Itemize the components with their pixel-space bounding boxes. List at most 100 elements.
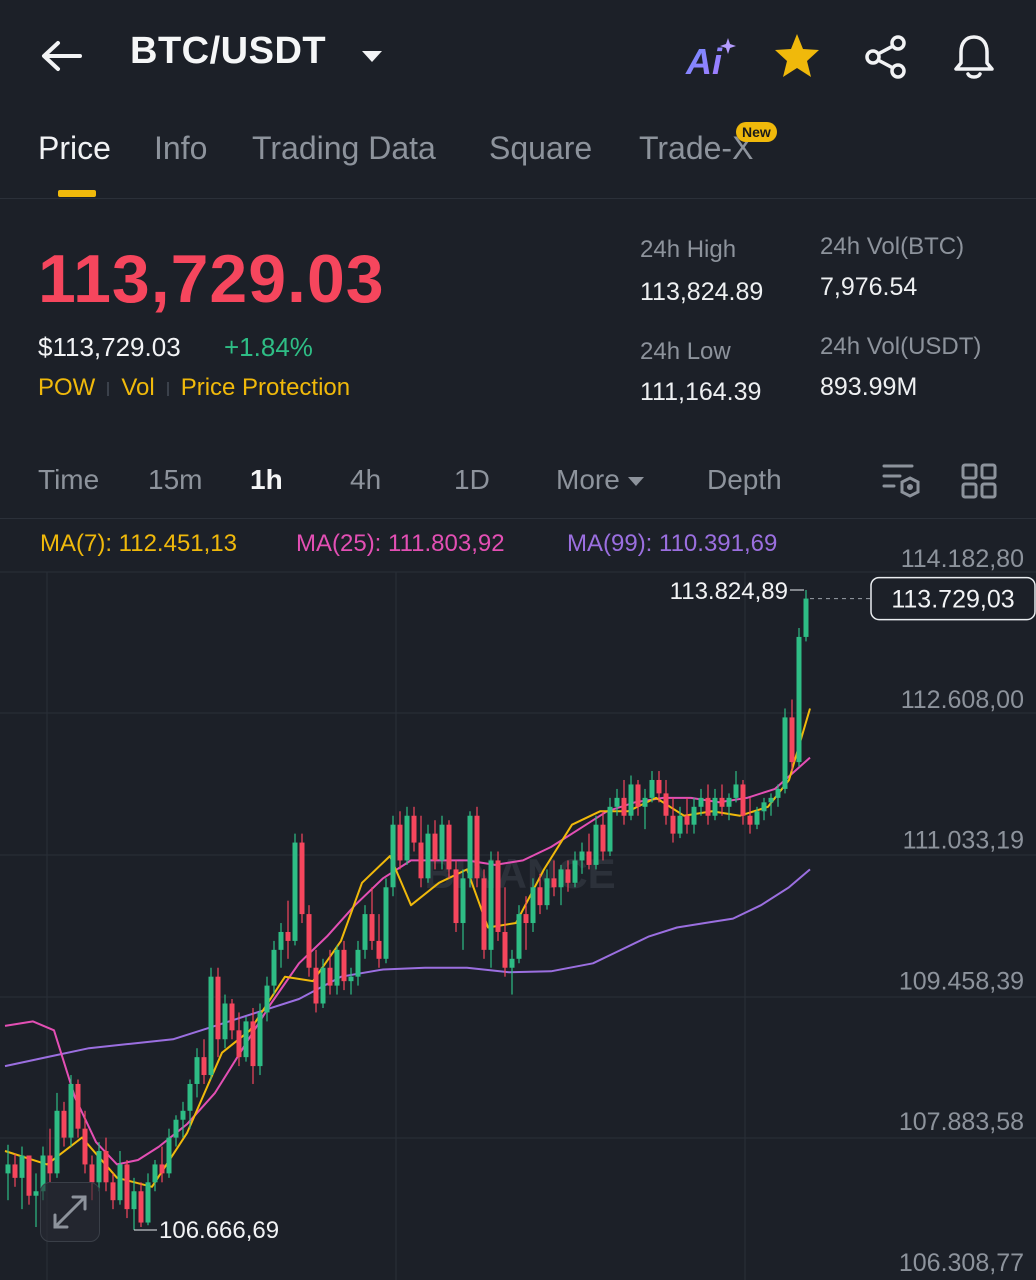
candle bbox=[383, 878, 389, 964]
candle-body bbox=[663, 793, 669, 816]
candle bbox=[467, 811, 473, 888]
candle bbox=[495, 851, 501, 941]
candle-body bbox=[145, 1182, 151, 1223]
candle-body bbox=[292, 842, 298, 941]
bell-icon[interactable] bbox=[950, 32, 998, 80]
candle-body bbox=[194, 1057, 200, 1084]
candle-body bbox=[131, 1191, 137, 1210]
active-tab-indicator bbox=[58, 190, 96, 197]
tab-trade-x[interactable]: Trade-X bbox=[639, 130, 754, 166]
caret-down-icon[interactable] bbox=[360, 48, 384, 64]
pair-title[interactable]: BTC/USDT bbox=[130, 30, 327, 72]
y-tick-label: 114.182,80 bbox=[901, 545, 1024, 573]
share-icon[interactable] bbox=[862, 34, 910, 80]
candle bbox=[201, 1039, 207, 1084]
candle-body bbox=[516, 914, 522, 959]
candle bbox=[509, 949, 515, 995]
high-label: 24h High bbox=[640, 236, 737, 263]
ai-icon[interactable]: Ai bbox=[684, 34, 736, 90]
layout-grid-icon[interactable] bbox=[960, 462, 998, 500]
fullscreen-button[interactable] bbox=[40, 1182, 100, 1242]
candle bbox=[243, 1016, 249, 1062]
candlestick-chart[interactable]: BINANCE 114.182,80112.608,00111.033,1910… bbox=[0, 520, 1036, 1280]
candle-body bbox=[306, 914, 312, 968]
candle bbox=[726, 793, 732, 821]
candle bbox=[194, 1048, 200, 1098]
candle-body bbox=[12, 1164, 18, 1178]
current-price-box bbox=[870, 576, 1036, 621]
candle bbox=[138, 1182, 144, 1228]
candle-body bbox=[124, 1164, 130, 1210]
candle bbox=[411, 806, 417, 852]
candle bbox=[544, 869, 550, 910]
indicator-settings-icon[interactable] bbox=[880, 460, 924, 500]
price-change: +1.84% bbox=[224, 332, 313, 362]
candle-body bbox=[530, 887, 536, 924]
tag-vol[interactable]: Vol bbox=[121, 374, 155, 401]
candle-body bbox=[19, 1155, 25, 1178]
interval-15m[interactable]: 15m bbox=[148, 464, 203, 495]
candle bbox=[278, 923, 284, 968]
candle-body bbox=[257, 1012, 263, 1067]
candle-body bbox=[271, 949, 277, 986]
candle-body bbox=[222, 1003, 228, 1040]
candle-body bbox=[586, 851, 592, 865]
tab-price[interactable]: Price bbox=[38, 130, 111, 166]
tab-trading-data[interactable]: Trading Data bbox=[252, 130, 436, 166]
candle bbox=[236, 1012, 242, 1067]
tag-price-protection[interactable]: Price Protection bbox=[180, 374, 351, 401]
candle bbox=[446, 820, 452, 879]
ma7-legend: MA(7): 112.451,13 bbox=[40, 530, 238, 557]
candle bbox=[719, 784, 725, 816]
interval-1h[interactable]: 1h bbox=[250, 464, 283, 495]
interval-4h[interactable]: 4h bbox=[350, 464, 382, 495]
candle-body bbox=[68, 1083, 74, 1138]
star-icon[interactable] bbox=[772, 32, 822, 80]
candle-body bbox=[579, 851, 585, 861]
candle bbox=[124, 1159, 130, 1219]
back-arrow-icon[interactable] bbox=[38, 36, 86, 76]
candle bbox=[453, 860, 459, 932]
candle bbox=[586, 833, 592, 870]
tag-row: POW Vol Price Protection bbox=[38, 374, 350, 402]
candle-body bbox=[656, 779, 662, 794]
candle-body bbox=[537, 887, 543, 906]
candle bbox=[747, 797, 753, 834]
last-price: 113,729.03 bbox=[38, 241, 385, 317]
candle bbox=[362, 905, 368, 959]
usd-price: $113,729.03 bbox=[38, 332, 181, 362]
candle bbox=[376, 914, 382, 968]
candle-body bbox=[488, 860, 494, 950]
candle bbox=[432, 820, 438, 870]
tag-pow[interactable]: POW bbox=[38, 374, 96, 401]
candle bbox=[250, 1007, 256, 1084]
interval-time[interactable]: Time bbox=[38, 464, 100, 495]
candle bbox=[208, 967, 214, 1080]
candle-body bbox=[460, 878, 466, 924]
candle bbox=[635, 779, 641, 816]
candle-body bbox=[166, 1137, 172, 1174]
candle-body bbox=[355, 949, 361, 977]
candle bbox=[117, 1151, 123, 1205]
candle bbox=[180, 1101, 186, 1138]
candle bbox=[320, 958, 326, 1008]
candle bbox=[152, 1159, 158, 1192]
candle-body bbox=[670, 815, 676, 834]
interval-more-label: More bbox=[556, 464, 620, 495]
candle-body bbox=[649, 779, 655, 798]
candle-body bbox=[782, 717, 788, 789]
candle-body bbox=[789, 717, 795, 763]
candle-body bbox=[705, 797, 711, 816]
candle-body bbox=[761, 802, 767, 812]
interval-depth[interactable]: Depth bbox=[707, 464, 782, 495]
interval-1d[interactable]: 1D bbox=[454, 464, 490, 495]
candle bbox=[369, 887, 375, 950]
candle bbox=[488, 851, 494, 968]
candle bbox=[537, 873, 543, 915]
tab-info[interactable]: Info bbox=[154, 130, 208, 166]
candle-body bbox=[180, 1110, 186, 1120]
tab-square[interactable]: Square bbox=[489, 130, 593, 166]
candle bbox=[530, 878, 536, 932]
candle bbox=[47, 1128, 53, 1183]
interval-more[interactable]: More bbox=[556, 464, 644, 496]
